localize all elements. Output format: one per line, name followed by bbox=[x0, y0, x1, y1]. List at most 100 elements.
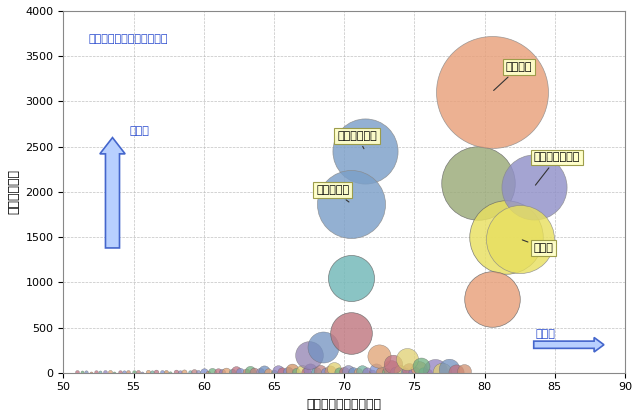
Point bbox=[133, 369, 143, 375]
Text: キヤノン: キヤノン bbox=[494, 62, 532, 90]
Point bbox=[437, 369, 447, 375]
Point bbox=[514, 236, 525, 242]
Point bbox=[193, 369, 203, 376]
Point bbox=[100, 369, 111, 376]
Point bbox=[241, 369, 251, 376]
Point bbox=[185, 369, 195, 376]
Point bbox=[472, 179, 482, 186]
Point bbox=[255, 369, 265, 375]
Text: 円の大きさ：有効特許件数: 円の大きさ：有効特許件数 bbox=[89, 33, 168, 43]
Point bbox=[367, 369, 378, 376]
Point bbox=[357, 367, 367, 374]
Point bbox=[165, 369, 175, 376]
Point bbox=[171, 369, 181, 375]
Text: オリンパス: オリンパス bbox=[316, 185, 349, 202]
Point bbox=[416, 363, 426, 370]
Point bbox=[151, 369, 161, 375]
Point bbox=[318, 344, 328, 351]
Point bbox=[77, 369, 87, 376]
Point bbox=[346, 200, 357, 207]
Point bbox=[227, 369, 237, 376]
Point bbox=[381, 369, 392, 376]
Point bbox=[389, 360, 399, 367]
Point bbox=[371, 366, 381, 373]
Point bbox=[199, 369, 209, 376]
Point bbox=[325, 368, 335, 375]
Point bbox=[249, 369, 259, 375]
Point bbox=[315, 367, 325, 374]
Point bbox=[304, 352, 314, 358]
Point bbox=[451, 369, 461, 376]
Point bbox=[175, 369, 185, 376]
FancyArrow shape bbox=[534, 337, 604, 352]
Point bbox=[72, 369, 82, 376]
X-axis label: パテントスコア最高値: パテントスコア最高値 bbox=[307, 398, 381, 411]
Point bbox=[423, 369, 433, 376]
Point bbox=[297, 367, 307, 374]
Point bbox=[402, 356, 412, 362]
Point bbox=[137, 369, 147, 376]
Point bbox=[189, 368, 199, 375]
Point bbox=[346, 275, 357, 281]
Point bbox=[385, 365, 396, 372]
Point bbox=[374, 353, 385, 360]
Text: ニコン: ニコン bbox=[522, 240, 553, 253]
Point bbox=[390, 369, 400, 375]
FancyArrow shape bbox=[100, 138, 125, 248]
Point bbox=[207, 369, 217, 375]
Point bbox=[157, 369, 167, 376]
Point bbox=[259, 367, 269, 374]
Point bbox=[348, 369, 358, 375]
Point bbox=[235, 369, 245, 375]
Point bbox=[396, 367, 406, 374]
Y-axis label: 権利者スコア: 権利者スコア bbox=[7, 169, 20, 214]
Point bbox=[161, 369, 171, 375]
Point bbox=[362, 369, 372, 375]
Point bbox=[329, 366, 339, 372]
Point bbox=[128, 369, 139, 376]
Point bbox=[444, 366, 454, 372]
Point bbox=[269, 369, 279, 376]
Point bbox=[353, 369, 364, 376]
Point bbox=[376, 369, 386, 375]
Point bbox=[95, 369, 105, 376]
Point bbox=[231, 368, 241, 375]
Point bbox=[301, 369, 311, 375]
Point bbox=[91, 369, 101, 375]
Point bbox=[86, 369, 96, 376]
Point bbox=[311, 369, 321, 375]
Point bbox=[109, 369, 119, 376]
Point bbox=[458, 368, 468, 375]
Point bbox=[360, 148, 371, 155]
Text: 個別力: 個別力 bbox=[535, 329, 555, 339]
Text: コニカミノルタ: コニカミノルタ bbox=[534, 153, 580, 185]
Point bbox=[119, 369, 129, 376]
Point bbox=[320, 369, 330, 376]
Point bbox=[418, 369, 428, 376]
Point bbox=[221, 368, 231, 375]
Point bbox=[203, 369, 213, 376]
Point bbox=[528, 184, 539, 191]
Point bbox=[413, 365, 424, 372]
Point bbox=[486, 89, 497, 96]
Text: 富士フイルム: 富士フイルム bbox=[337, 131, 377, 149]
Point bbox=[277, 369, 288, 375]
Point bbox=[245, 367, 255, 374]
Point bbox=[217, 369, 227, 376]
Point bbox=[114, 369, 125, 376]
Point bbox=[213, 369, 223, 375]
Point bbox=[287, 367, 297, 373]
Point bbox=[409, 369, 419, 375]
Point bbox=[291, 369, 302, 376]
Point bbox=[105, 369, 115, 375]
Point bbox=[399, 369, 410, 376]
Point bbox=[179, 368, 189, 375]
Text: 総合力: 総合力 bbox=[129, 126, 150, 136]
Point bbox=[486, 295, 497, 302]
Point bbox=[147, 369, 157, 376]
Point bbox=[334, 369, 344, 375]
Point bbox=[343, 367, 353, 374]
Point bbox=[263, 369, 273, 376]
Point bbox=[142, 369, 153, 375]
Point bbox=[283, 368, 293, 375]
